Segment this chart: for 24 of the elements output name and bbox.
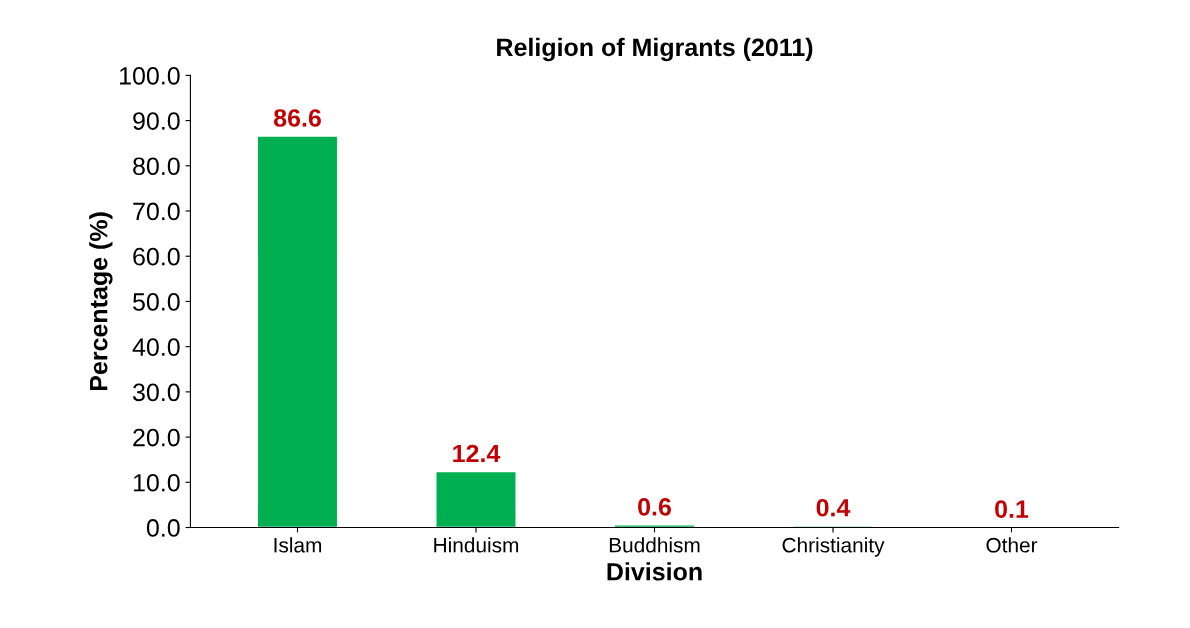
x-tick-label: Christianity (782, 537, 885, 557)
y-axis-title: Percentage (%) (89, 212, 113, 391)
x-axis-title: Division (607, 562, 702, 581)
data-label: 0.6 (638, 498, 671, 516)
y-tick-label: 50.0 (133, 293, 180, 311)
data-label: 86.6 (273, 109, 321, 127)
y-tick-label: 80.0 (133, 157, 180, 176)
x-tick-label: Islam (274, 537, 322, 553)
y-tick-label: 40.0 (132, 338, 180, 356)
y-tick-label: 60.0 (133, 247, 180, 266)
x-tick-label: Hinduism (434, 537, 519, 553)
y-tick-label: 20.0 (133, 428, 180, 447)
x-tick-label: Buddhism (609, 537, 700, 553)
data-label: 0.1 (995, 500, 1029, 518)
x-tick-label: Other (986, 537, 1038, 553)
y-tick-label: 10.0 (133, 473, 180, 492)
chart-title: Religion of Migrants (2011) (497, 37, 813, 62)
y-tick-label: 30.0 (132, 383, 180, 402)
data-label: 0.4 (816, 498, 851, 517)
data-label: 12.4 (453, 444, 501, 463)
y-tick-label: 90.0 (133, 112, 180, 130)
y-tick-label: 0.0 (146, 519, 180, 537)
y-tick-label: 100.0 (120, 66, 180, 85)
y-tick-label: 70.0 (133, 202, 180, 221)
